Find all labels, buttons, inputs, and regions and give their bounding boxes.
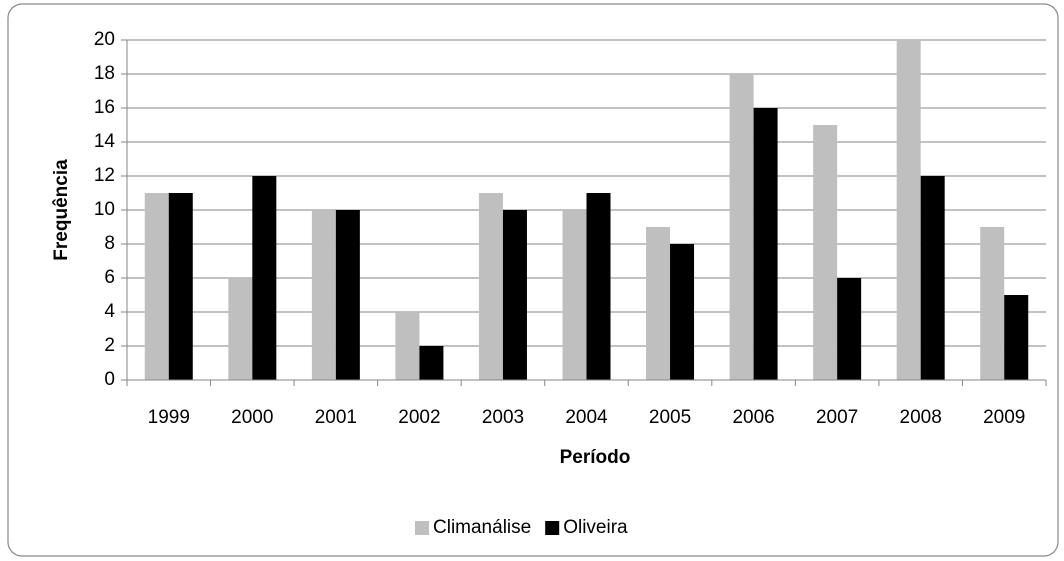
x-tick-label: 2008 bbox=[900, 407, 942, 428]
bar bbox=[419, 346, 444, 380]
x-tick-label: 2005 bbox=[649, 407, 691, 428]
bar bbox=[1004, 295, 1029, 380]
y-tick-label: 14 bbox=[94, 131, 116, 152]
bar bbox=[837, 278, 862, 380]
x-tick-label: 1999 bbox=[148, 407, 190, 428]
bar bbox=[228, 278, 253, 380]
y-tick-label: 16 bbox=[94, 97, 115, 118]
bar bbox=[896, 40, 921, 380]
x-tick-label: 2009 bbox=[983, 407, 1025, 428]
legend-swatch bbox=[415, 521, 429, 535]
bar bbox=[478, 193, 503, 380]
y-tick-label: 8 bbox=[104, 233, 115, 254]
bar bbox=[502, 210, 527, 380]
x-tick-label: 2002 bbox=[398, 407, 440, 428]
legend-label: Climanálise bbox=[433, 517, 531, 538]
y-tick-label: 6 bbox=[104, 267, 115, 288]
bar bbox=[920, 176, 945, 380]
bar bbox=[646, 227, 671, 380]
x-tick-label: 2004 bbox=[565, 407, 608, 428]
x-axis-title: Período bbox=[560, 447, 631, 468]
bar bbox=[252, 176, 277, 380]
y-tick-label: 18 bbox=[94, 63, 115, 84]
y-tick-label: 0 bbox=[104, 369, 115, 390]
y-tick-label: 12 bbox=[94, 165, 115, 186]
y-tick-label: 20 bbox=[94, 29, 115, 50]
x-tick-label: 2000 bbox=[231, 407, 273, 428]
legend-label: Oliveira bbox=[563, 517, 628, 538]
bar bbox=[670, 244, 695, 380]
bar bbox=[562, 210, 587, 380]
x-tick-label: 2006 bbox=[732, 407, 774, 428]
bar bbox=[753, 108, 778, 380]
y-tick-label: 10 bbox=[94, 199, 115, 220]
x-tick-label: 2007 bbox=[816, 407, 858, 428]
x-tick-label: 2001 bbox=[315, 407, 357, 428]
legend-swatch bbox=[545, 521, 560, 535]
bar bbox=[395, 312, 420, 380]
bar bbox=[980, 227, 1005, 380]
bar bbox=[311, 210, 336, 380]
bar bbox=[144, 193, 169, 380]
y-tick-label: 2 bbox=[104, 335, 115, 356]
y-axis-title: Frequência bbox=[51, 159, 72, 261]
x-tick-label: 2003 bbox=[482, 407, 524, 428]
bar bbox=[586, 193, 611, 380]
bar bbox=[729, 74, 754, 380]
y-tick-label: 4 bbox=[104, 301, 115, 322]
bar bbox=[335, 210, 360, 380]
bar bbox=[168, 193, 193, 380]
bar bbox=[813, 125, 838, 380]
